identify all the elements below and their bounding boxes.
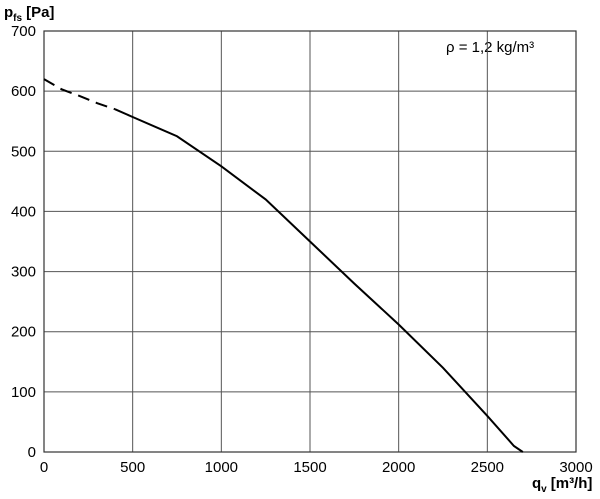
x-tick-label: 1000 xyxy=(205,459,238,476)
x-label-subscript: v xyxy=(541,484,547,495)
y-label-unit: [Pa] xyxy=(26,4,54,21)
y-tick-label: 200 xyxy=(11,324,36,341)
curve xyxy=(114,108,524,453)
x-tick-label: 3000 xyxy=(559,459,592,476)
y-label-symbol: p xyxy=(4,4,13,21)
plot-frame xyxy=(43,30,577,453)
x-tick-label: 1500 xyxy=(293,459,326,476)
x-tick-label: 0 xyxy=(40,459,48,476)
x-label-unit: [m³/h] xyxy=(551,475,593,492)
x-axis-label: qv [m³/h] xyxy=(532,475,592,495)
x-label-symbol: q xyxy=(532,475,541,492)
y-tick-label: 400 xyxy=(11,203,36,220)
y-tick-label: 0 xyxy=(28,444,36,461)
annotation: ρ = 1,2 kg/m³ xyxy=(446,39,534,56)
y-tick-label: 500 xyxy=(11,143,36,160)
y-tick-label: 700 xyxy=(11,23,36,40)
curve xyxy=(43,78,116,111)
y-label-subscript: fs xyxy=(13,13,22,24)
x-tick-label: 500 xyxy=(120,459,145,476)
y-tick-label: 600 xyxy=(11,83,36,100)
x-tick-label: 2500 xyxy=(471,459,504,476)
y-tick-label: 100 xyxy=(11,384,36,401)
x-tick-label: 2000 xyxy=(382,459,415,476)
y-axis-label: pfs [Pa] xyxy=(4,4,54,24)
y-tick-label: 300 xyxy=(11,264,36,281)
